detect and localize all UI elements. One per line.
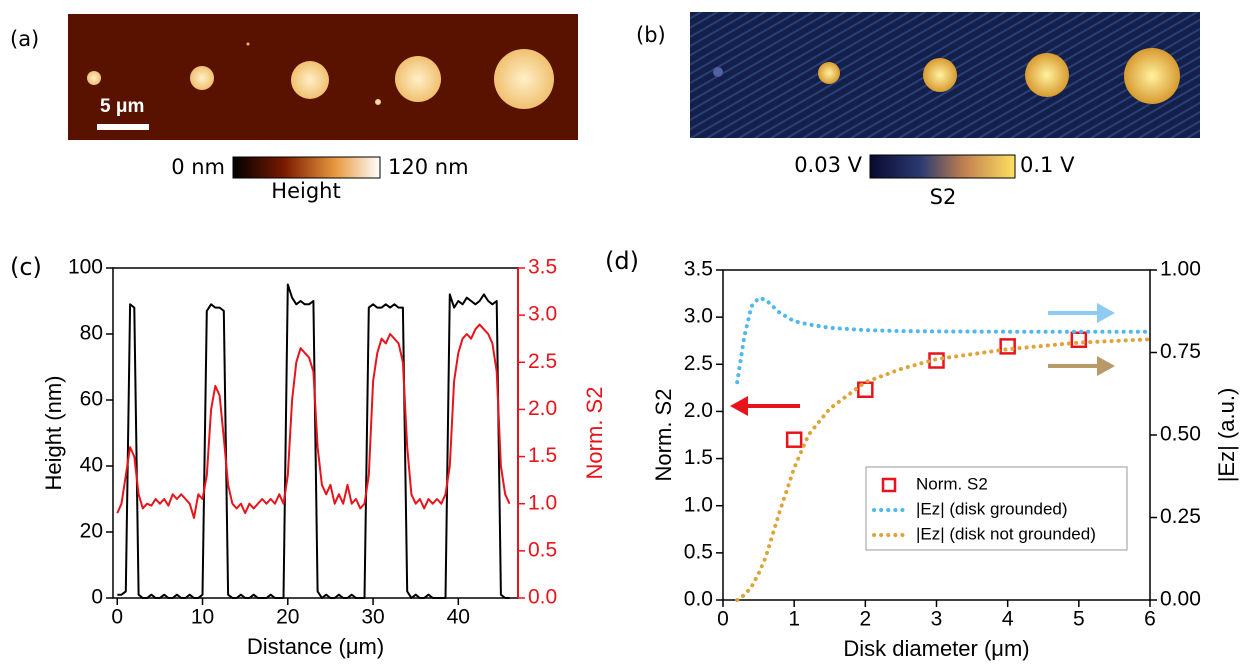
y2-tick-label: 0.25 [1160, 505, 1201, 528]
y-tick-label: 0.5 [684, 540, 713, 563]
colorbar-max: 0.1 V [1020, 153, 1075, 177]
arrows [730, 303, 1115, 416]
colorbar-min: 0.03 V [794, 153, 862, 177]
y2-tick-label: 2.0 [528, 397, 557, 420]
x-tick-label: 0 [111, 606, 123, 629]
y-tick-label: 3.0 [684, 305, 713, 328]
y-axis-label: Norm. S2 [651, 389, 676, 482]
y-tick-label: 60 [80, 388, 103, 411]
y-tick-label: 1.5 [684, 446, 713, 469]
y2-tick-label: 1.5 [528, 444, 557, 467]
y2-tick-label: 0.5 [528, 538, 557, 561]
y2-tick-label: 0.0 [528, 586, 557, 609]
panel-label: (b) [636, 23, 666, 47]
x-axis-label: Distance (μm) [247, 634, 384, 659]
colorbar-min: 0 nm [171, 155, 225, 179]
x-tick-label: 3 [931, 608, 943, 631]
data-point [787, 433, 801, 447]
colorbar [233, 157, 380, 178]
data-line [737, 298, 1150, 382]
y-tick-label: 0.0 [684, 588, 713, 611]
x-tick-label: 4 [1002, 608, 1014, 631]
y2-tick-label: 3.0 [528, 303, 557, 326]
x-tick-label: 30 [361, 606, 384, 629]
x-tick-label: 1 [788, 608, 800, 631]
panel-label: (c) [10, 253, 42, 281]
x-tick-label: 10 [191, 606, 214, 629]
y-tick-label: 100 [68, 256, 103, 279]
x-tick-label: 40 [447, 606, 470, 629]
y-tick-label: 2.5 [684, 352, 713, 375]
x-tick-label: 20 [276, 606, 299, 629]
panel-label: (a) [10, 27, 39, 51]
legend-label: Norm. S2 [916, 474, 988, 493]
y2-tick-label: 0.75 [1160, 340, 1201, 363]
y2-tick-label: 0.50 [1160, 423, 1201, 446]
x-tick-label: 0 [717, 608, 729, 631]
y-axis-label: Height (nm) [41, 376, 66, 491]
y-tick-label: 2.0 [684, 399, 713, 422]
y2-axis-label: |Ez| (a.u.) [1214, 388, 1239, 483]
y-tick-label: 1.0 [684, 493, 713, 516]
y-tick-label: 3.5 [684, 258, 713, 281]
figure: (a) 5 μm 0 nm 120 nm Height (b) 0.03 V 0… [0, 0, 1248, 665]
y2-tick-label: 1.0 [528, 491, 557, 514]
colorbar-title: Height [271, 179, 340, 203]
scale-bar [97, 124, 149, 130]
y2-axis-label: Norm. S2 [582, 387, 607, 480]
legend-label: |Ez| (disk grounded) [916, 499, 1068, 518]
x-axis-label: Disk diameter (μm) [843, 636, 1029, 661]
y2-tick-label: 2.5 [528, 350, 557, 373]
scale-bar-label: 5 μm [100, 96, 144, 117]
data-point [1072, 333, 1086, 347]
y2-tick-label: 3.5 [528, 256, 557, 279]
y2-tick-label: 1.00 [1160, 258, 1201, 281]
y-tick-label: 40 [80, 454, 103, 477]
page: (a) 5 μm 0 nm 120 nm Height (b) 0.03 V 0… [0, 0, 1248, 665]
y2-tick-label: 0.00 [1160, 588, 1201, 611]
y-tick-label: 80 [80, 322, 103, 345]
y-tick-label: 0 [91, 586, 103, 609]
y-tick-label: 20 [80, 520, 103, 543]
colorbar-max: 120 nm [388, 155, 469, 179]
x-tick-label: 6 [1144, 608, 1156, 631]
panel-label: (d) [605, 247, 639, 275]
legend-label: |Ez| (disk not grounded) [916, 524, 1096, 543]
data-point [1001, 339, 1015, 353]
x-tick-label: 5 [1073, 608, 1085, 631]
colorbar [870, 155, 1015, 178]
x-tick-label: 2 [859, 608, 871, 631]
colorbar-title: S2 [930, 185, 957, 209]
